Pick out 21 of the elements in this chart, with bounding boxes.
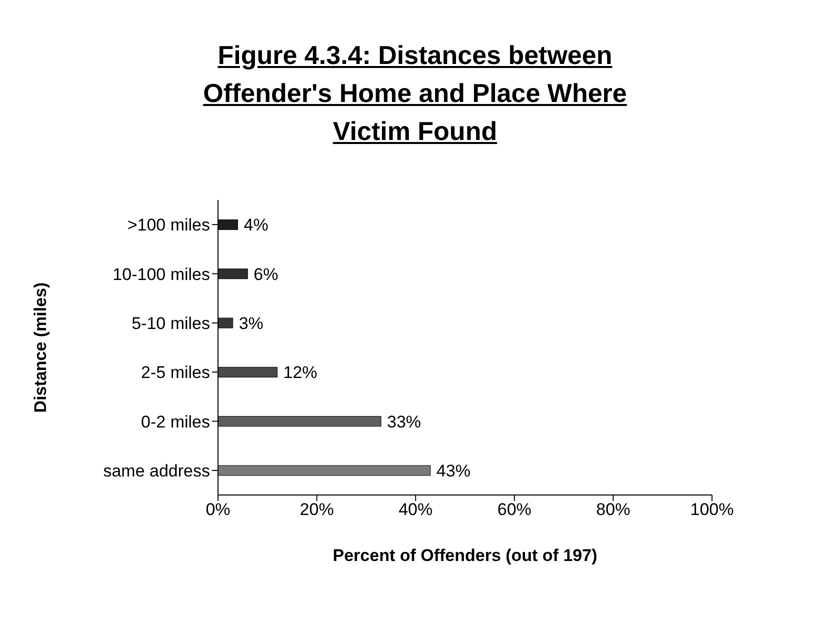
- y-tick-label: >100 miles: [127, 216, 210, 235]
- y-axis-title: Distance (miles): [31, 282, 50, 413]
- x-tick-label: 60%: [497, 500, 532, 520]
- x-tick-label: 20%: [300, 500, 334, 520]
- x-tick-label: 100%: [690, 500, 734, 520]
- y-tick-label: 2-5 miles: [141, 363, 210, 382]
- data-label: 33%: [387, 412, 422, 432]
- data-label: 43%: [436, 462, 470, 481]
- x-tick-label: 80%: [596, 500, 630, 520]
- y-tick-label: 10-100 miles: [112, 264, 210, 284]
- y-tick-label: same address: [103, 461, 210, 480]
- chart-title: Figure 4.3.4: Distances between Offender's Home and Place Where Victim Found: [202, 39, 628, 148]
- data-label: 6%: [254, 264, 278, 284]
- x-tick-label: 40%: [398, 500, 433, 520]
- y-tick-label: 0-2 miles: [141, 412, 210, 432]
- data-label: 3%: [238, 314, 264, 334]
- data-label: 4%: [244, 216, 268, 235]
- data-label: 12%: [283, 363, 318, 382]
- x-tick-label: 0%: [206, 500, 230, 520]
- x-axis-title: Percent of Offenders (out of 197): [332, 546, 598, 565]
- y-tick-label: 5-10 miles: [132, 314, 210, 333]
